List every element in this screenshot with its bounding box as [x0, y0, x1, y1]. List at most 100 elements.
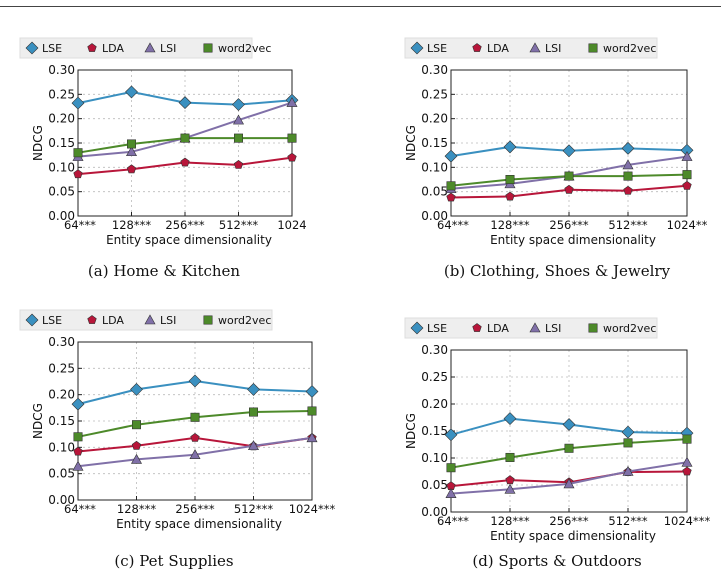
x-tick-label: 1024	[277, 218, 306, 232]
series-lda	[73, 152, 297, 179]
y-axis: 0.00 0.05 0.10 0.15 0.20 0.25 0.30	[48, 63, 82, 223]
x-axis: 64*** 128*** 256*** 512*** 1024***	[64, 496, 336, 516]
top-rule	[0, 6, 721, 7]
marker-lse-2	[178, 96, 192, 110]
series-line-word2vec	[450, 438, 688, 469]
x-tick-label: 64***	[437, 218, 469, 232]
marker-lsi-3	[622, 465, 634, 476]
marker-word2vec-3	[249, 407, 259, 417]
marker-word2vec-2	[180, 133, 190, 143]
marker-lda-2	[564, 184, 574, 194]
legend: LSE LDA LSI word2vec	[19, 37, 271, 59]
marker-lda-legend	[87, 43, 97, 52]
x-tick-label: 128***	[117, 502, 156, 516]
legend-label-word2vec: word2vec	[603, 322, 656, 335]
marker-word2vec-0	[446, 463, 456, 473]
marker-lse-legend	[25, 41, 39, 55]
chart-svg: LSE LDA LSI word2vec 0.00 0.05 0.10 0.15 0.20 0.2…	[404, 37, 708, 247]
marker-lse-legend	[25, 313, 39, 327]
marker-lsi-2	[563, 478, 575, 489]
legend-background	[404, 317, 658, 339]
series-word2vec	[446, 170, 692, 191]
y-tick-label: 0.00	[48, 493, 75, 507]
marker-lda-legend	[87, 315, 97, 324]
marker-lda-3	[623, 185, 633, 195]
x-tick-label: 64***	[64, 502, 96, 516]
x-axis: 64*** 128*** 256*** 512*** 1024**	[437, 212, 708, 232]
x-tick-label: 512***	[608, 218, 647, 232]
series-word2vec	[73, 133, 297, 158]
marker-lsi-4	[681, 456, 693, 467]
y-tick-label: 0.05	[421, 185, 448, 199]
x-axis: 64*** 128*** 256*** 512*** 1024***	[437, 508, 711, 528]
series-lsi	[445, 456, 693, 498]
marker-lda-0	[446, 192, 456, 202]
legend-label-word2vec: word2vec	[218, 42, 271, 55]
marker-lse-2	[562, 418, 576, 431]
chart-panel-pet-supplies: LSE LDA LSI word2vec 0.00 0.05 0.10 0.15 0.20 0.2…	[19, 309, 336, 535]
legend: LSE LDA LSI word2vec	[404, 37, 658, 59]
y-tick-label: 0.10	[48, 440, 75, 454]
y-tick-label: 0.20	[421, 112, 448, 126]
y-tick-label: 0.00	[421, 505, 448, 519]
marker-lsi-3	[232, 114, 245, 125]
marker-word2vec-legend	[588, 43, 598, 53]
marker-word2vec-4	[682, 170, 692, 180]
marker-lda-3	[233, 160, 244, 169]
marker-lsi-legend	[144, 42, 156, 53]
marker-lse-0	[444, 428, 458, 442]
chart-panel-clothing: LSE LDA LSI word2vec 0.00 0.05 0.10 0.15 0.20 0.2…	[404, 37, 708, 253]
legend-label-lsi: LSI	[160, 42, 176, 55]
marker-word2vec-1	[127, 139, 137, 149]
legend-label-word2vec: word2vec	[603, 42, 656, 55]
x-tick-label: 256***	[175, 502, 214, 516]
y-tick-label: 0.25	[421, 87, 448, 101]
legend-label-lse: LSE	[42, 314, 62, 327]
y-tick-label: 0.30	[48, 335, 75, 349]
y-tick-label: 0.15	[421, 424, 448, 438]
series-lse	[444, 412, 694, 442]
marker-word2vec-2	[190, 412, 200, 422]
caption-sports: (d) Sports & Outdoors	[472, 552, 642, 570]
marker-lda-legend	[472, 43, 482, 52]
marker-lse-legend	[410, 321, 424, 335]
y-tick-label: 0.25	[48, 361, 75, 375]
y-axis-label: NDCG	[404, 413, 418, 449]
chart-panel-sports: LSE LDA LSI word2vec 0.00 0.05 0.10 0.15 0.20 0.2…	[404, 317, 711, 543]
marker-word2vec-0	[73, 432, 83, 442]
marker-lda-4	[682, 180, 692, 190]
grid	[77, 69, 293, 217]
legend-label-lsi: LSI	[160, 314, 176, 327]
y-tick-label: 0.15	[421, 136, 448, 150]
x-tick-label: 128***	[490, 218, 529, 232]
marker-word2vec-2	[564, 443, 574, 453]
marker-word2vec-3	[623, 171, 633, 181]
legend-label-lse: LSE	[427, 322, 447, 335]
marker-lsi-legend	[529, 322, 541, 333]
series-lse	[71, 374, 319, 411]
legend: LSE LDA LSI word2vec	[19, 309, 273, 331]
marker-lse-0	[71, 397, 85, 411]
marker-lsi-legend	[529, 42, 541, 53]
x-tick-label: 64***	[437, 514, 469, 528]
legend-background	[19, 309, 273, 331]
x-tick-label: 64***	[64, 218, 96, 232]
marker-word2vec-1	[505, 452, 515, 462]
x-tick-label: 128***	[490, 514, 529, 528]
marker-lsi-1	[125, 146, 138, 157]
marker-word2vec-3	[234, 133, 244, 143]
marker-lse-0	[444, 149, 458, 163]
x-tick-label: 256***	[549, 218, 588, 232]
y-tick-label: 0.10	[421, 451, 448, 465]
marker-lse-0	[71, 96, 85, 110]
y-tick-label: 0.30	[48, 63, 75, 77]
series-lda	[446, 180, 692, 202]
y-tick-label: 0.20	[48, 388, 75, 402]
series-word2vec	[446, 434, 692, 473]
marker-lsi-1	[130, 453, 143, 464]
marker-lse-2	[562, 144, 576, 158]
marker-lsi-3	[247, 440, 260, 451]
marker-lsi-4	[306, 432, 318, 443]
marker-lse-legend	[410, 41, 424, 55]
y-tick-label: 0.30	[421, 343, 448, 357]
